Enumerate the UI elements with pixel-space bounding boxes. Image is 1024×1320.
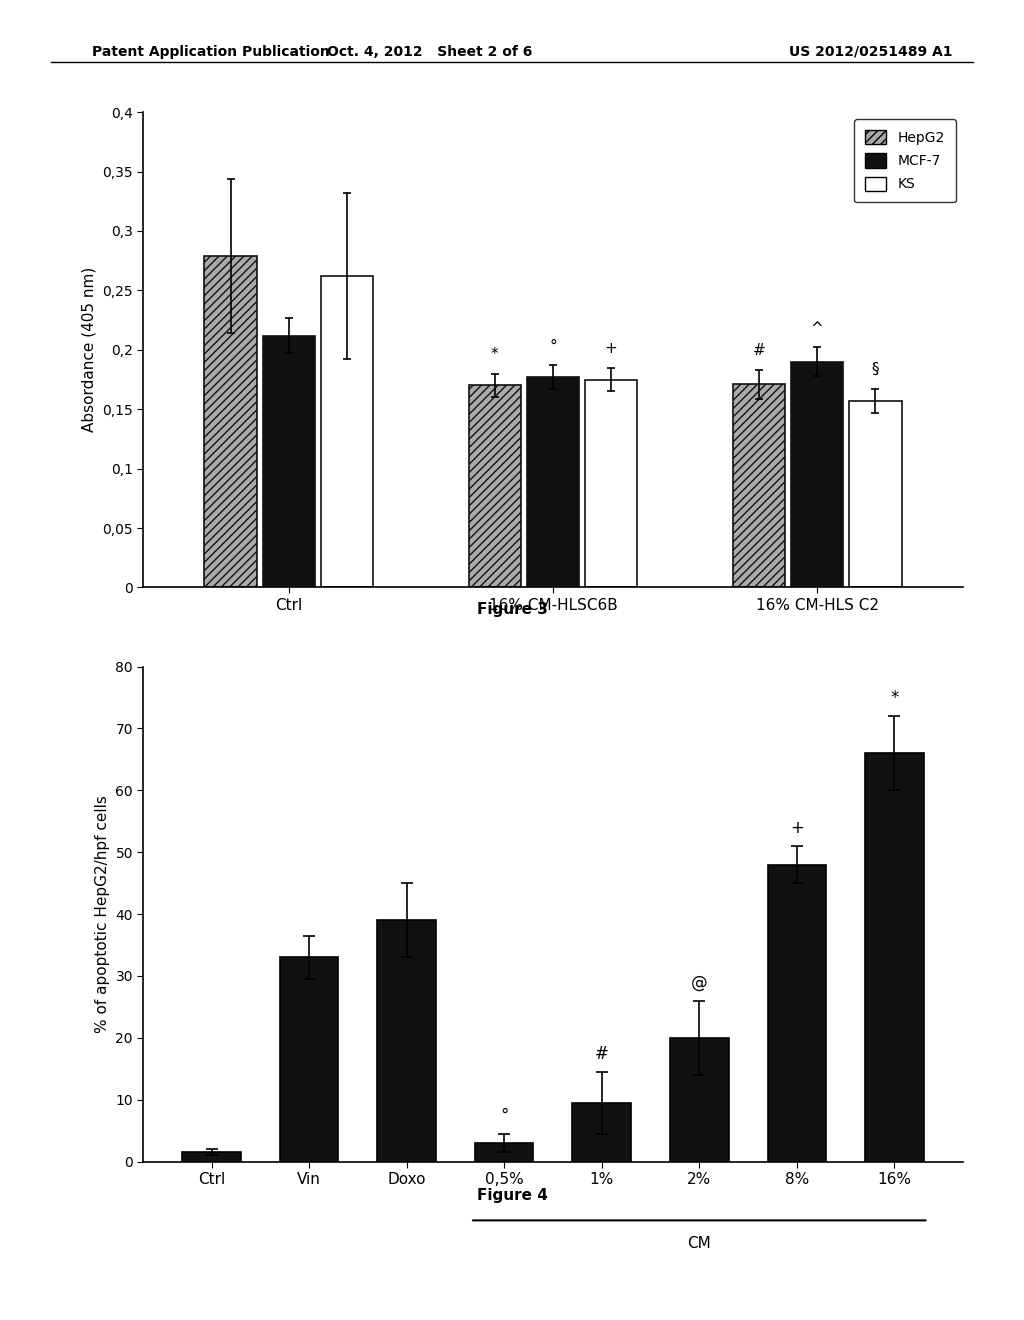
Bar: [768, 865, 826, 1162]
Legend: HepG2, MCF-7, KS: HepG2, MCF-7, KS: [854, 119, 955, 202]
Text: #: #: [595, 1044, 608, 1063]
Bar: [792, 362, 844, 587]
Bar: [280, 957, 338, 1162]
Text: CM: CM: [687, 1236, 711, 1251]
Text: US 2012/0251489 A1: US 2012/0251489 A1: [788, 45, 952, 59]
Bar: [585, 380, 637, 587]
Y-axis label: Absordance (405 nm): Absordance (405 nm): [82, 267, 96, 433]
Bar: [262, 335, 314, 587]
Bar: [526, 378, 580, 587]
Bar: [378, 920, 436, 1162]
Bar: [865, 754, 924, 1162]
Text: §: §: [871, 362, 880, 378]
Text: Figure 4: Figure 4: [476, 1188, 548, 1203]
Text: Patent Application Publication: Patent Application Publication: [92, 45, 330, 59]
Text: Figure 3: Figure 3: [476, 602, 548, 616]
Y-axis label: % of apoptotic HepG2/hpf cells: % of apoptotic HepG2/hpf cells: [95, 795, 110, 1034]
Bar: [469, 385, 521, 587]
Text: +: +: [605, 341, 617, 355]
Bar: [572, 1102, 631, 1162]
Bar: [733, 384, 785, 587]
Text: ^: ^: [811, 321, 823, 335]
Text: Oct. 4, 2012   Sheet 2 of 6: Oct. 4, 2012 Sheet 2 of 6: [328, 45, 532, 59]
Text: #: #: [753, 343, 766, 358]
Text: °: °: [500, 1106, 508, 1125]
Text: @: @: [691, 973, 708, 991]
Bar: [475, 1143, 534, 1162]
Text: °: °: [549, 338, 557, 354]
Bar: [321, 276, 373, 587]
Bar: [182, 1152, 241, 1162]
Bar: [670, 1038, 728, 1162]
Bar: [205, 256, 257, 587]
Text: *: *: [492, 347, 499, 362]
Text: +: +: [790, 818, 804, 837]
Text: *: *: [890, 689, 898, 706]
Bar: [849, 401, 901, 587]
